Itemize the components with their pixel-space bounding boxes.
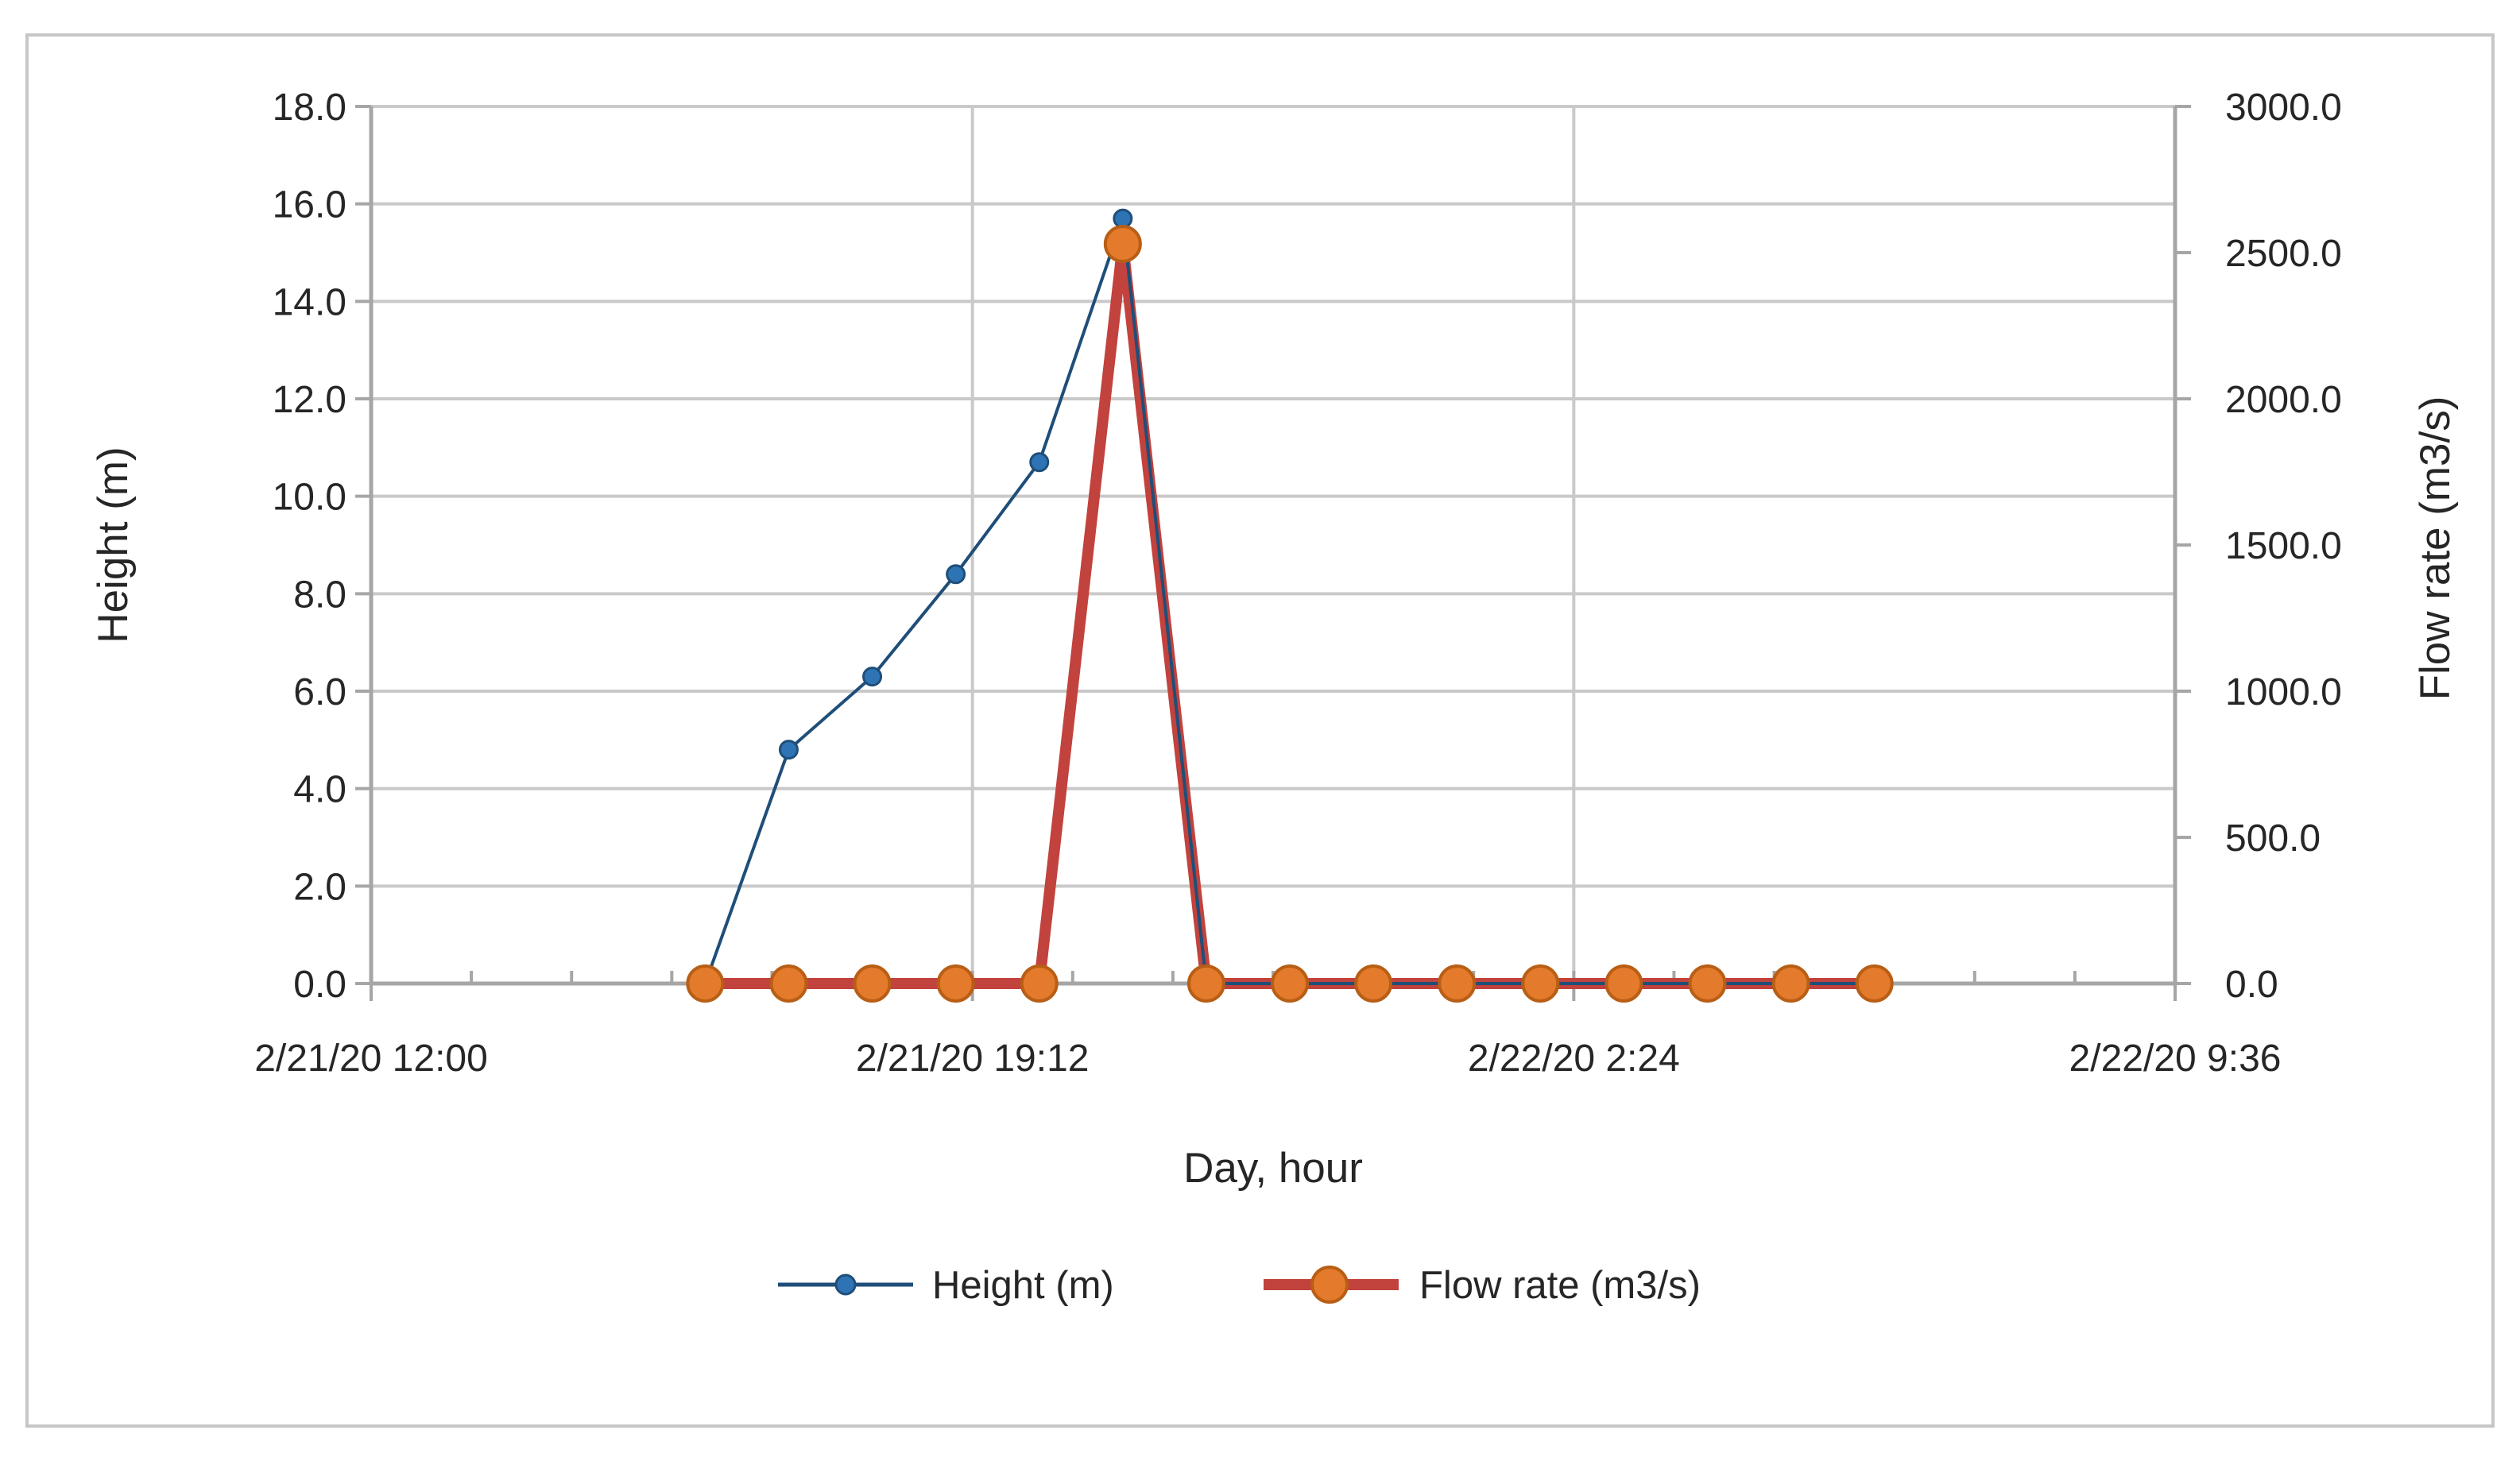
y-left-tick-label: 18.0 — [273, 87, 346, 129]
flow-rate-data-point — [686, 964, 725, 1003]
flow-rate-data-point — [853, 964, 892, 1003]
y-left-axis-title: Height (m) — [90, 446, 137, 643]
flow-rate-data-point — [1438, 964, 1477, 1003]
chart-outer-border — [25, 33, 2495, 1428]
height-data-point — [946, 564, 966, 585]
x-tick-label: 2/21/20 19:12 — [856, 1038, 1090, 1080]
y-right-tick-label: 2500.0 — [2225, 233, 2342, 275]
x-tick-label: 2/22/20 2:24 — [1468, 1038, 1680, 1080]
legend-item-height: Height (m) — [778, 1264, 1114, 1307]
x-tick-label: 2/21/20 12:00 — [254, 1038, 488, 1080]
flow-rate-data-point — [769, 964, 808, 1003]
y-left-tick-label: 8.0 — [293, 574, 346, 616]
height-data-point — [862, 667, 883, 687]
y-left-tick-label: 16.0 — [273, 184, 346, 226]
legend-height-label: Height (m) — [932, 1264, 1114, 1307]
flow-rate-data-point — [1271, 964, 1310, 1003]
y-left-tick-labels: 0.0 2.0 4.0 6.0 8.0 10.0 12.0 14.0 16.0 18.0 — [273, 87, 346, 1006]
y-right-axis-title: Flow rate (m3/s) — [2412, 396, 2459, 701]
x-tick-labels: 2/21/20 12:00 2/21/20 19:12 2/22/20 2:24 2/… — [254, 1038, 2281, 1080]
legend-height-marker-icon — [834, 1274, 857, 1296]
flow-rate-data-point — [1521, 964, 1560, 1003]
y-right-tick-label: 500.0 — [2225, 817, 2321, 860]
flow-rate-data-point — [1020, 964, 1059, 1003]
y-right-tick-labels: 0.0 500.0 1000.0 1500.0 2000.0 2500.0 3000.0 — [2225, 87, 2342, 1006]
data-series — [686, 208, 1894, 1003]
flow-rate-data-point — [1103, 224, 1142, 263]
y-left-tick-label: 10.0 — [273, 477, 346, 519]
y-left-tick-label: 0.0 — [293, 964, 346, 1006]
y-right-tick-label: 0.0 — [2225, 964, 2278, 1006]
flow-rate-data-point — [1186, 964, 1225, 1003]
legend-item-flowrate: Flow rate (m3/s) — [1264, 1264, 1701, 1307]
flow-rate-data-point — [1688, 964, 1727, 1003]
gridlines — [371, 105, 2175, 984]
y-right-tick-label: 2000.0 — [2225, 379, 2342, 421]
y-left-tick-label: 2.0 — [293, 866, 346, 908]
legend: Height (m) Flow rate (m3/s) — [778, 1264, 1701, 1307]
flow-rate-data-point — [1605, 964, 1643, 1003]
y-left-tick-label: 14.0 — [273, 281, 346, 323]
flow-rate-data-point — [936, 964, 975, 1003]
y-left-tick-label: 4.0 — [293, 769, 346, 811]
height-data-point — [778, 740, 799, 760]
y-right-tick-label: 1000.0 — [2225, 671, 2342, 713]
x-tick-label: 2/22/20 9:36 — [2069, 1038, 2282, 1080]
flow-rate-data-point — [1855, 964, 1894, 1003]
x-axis-title: Day, hour — [1183, 1145, 1363, 1192]
flow-rate-data-point — [1771, 964, 1810, 1003]
height-data-point — [1029, 452, 1050, 473]
y-left-tick-label: 6.0 — [293, 671, 346, 713]
height-data-point — [1113, 208, 1133, 229]
y-right-tick-label: 3000.0 — [2225, 87, 2342, 129]
y-left-tick-label: 12.0 — [273, 379, 346, 421]
flow-rate-data-point — [1354, 964, 1393, 1003]
y-right-tick-label: 1500.0 — [2225, 525, 2342, 567]
legend-flowrate-label: Flow rate (m3/s) — [1419, 1264, 1701, 1307]
legend-flowrate-marker-icon — [1310, 1266, 1349, 1304]
